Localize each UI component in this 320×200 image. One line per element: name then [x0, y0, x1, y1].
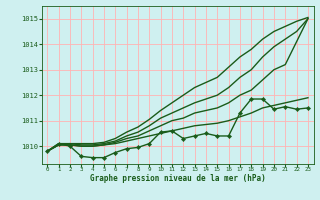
X-axis label: Graphe pression niveau de la mer (hPa): Graphe pression niveau de la mer (hPa)	[90, 174, 266, 183]
